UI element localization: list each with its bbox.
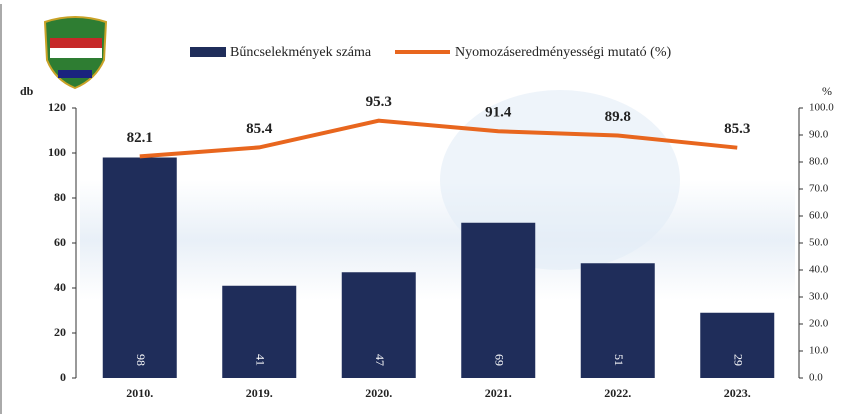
bar: [700, 313, 774, 378]
y2-tick-label: 20.0: [809, 318, 829, 330]
line-value-label: 82.1: [127, 130, 153, 146]
legend-label: Bűncselekmények száma: [230, 45, 372, 60]
x-tick-label: 2023.: [724, 386, 751, 400]
x-tick-label: 2022.: [604, 386, 631, 400]
y2-tick-label: 100.0: [809, 102, 834, 114]
line-value-label: 91.4: [485, 105, 512, 121]
bar-value-label: 98: [134, 354, 148, 366]
frame: [0, 4, 2, 414]
x-tick-label: 2021.: [485, 386, 512, 400]
y-tick-label: 60: [54, 235, 66, 249]
y2-tick-label: 10.0: [809, 345, 829, 357]
y-tick-label: 120: [48, 100, 66, 114]
x-tick-label: 2020.: [365, 386, 392, 400]
y2-tick-label: 80.0: [809, 156, 829, 168]
x-tick-label: 2010.: [126, 386, 153, 400]
y-tick-label: 40: [54, 280, 66, 294]
y2-tick-label: 40.0: [809, 264, 829, 276]
bar-value-label: 47: [373, 354, 387, 366]
line-value-label: 85.3: [724, 121, 750, 137]
y-tick-label: 80: [54, 190, 66, 204]
y-tick-label: 0: [60, 370, 66, 384]
y2-tick-label: 30.0: [809, 291, 829, 303]
x-tick-label: 2019.: [246, 386, 273, 400]
chart: db % 0 20 40 60 80 100 120 0.0 10.0 20.0 30.0 40.0 5…: [0, 0, 851, 418]
y2-tick-label: 50.0: [809, 237, 829, 249]
legend-label: Nyomozáseredményességi mutató (%): [455, 45, 671, 60]
line-value-label: 95.3: [366, 94, 392, 110]
background-band: [80, 180, 795, 300]
bar-value-label: 51: [612, 354, 626, 366]
bar: [103, 158, 177, 379]
line-value-label: 89.8: [605, 109, 631, 125]
y2-tick-label: 60.0: [809, 210, 829, 222]
y-axis-label: db: [20, 84, 34, 98]
y2-tick-label: 0.0: [809, 372, 823, 384]
bar-value-label: 69: [493, 354, 507, 366]
bar-value-label: 29: [732, 354, 746, 366]
legend-swatch: [190, 47, 226, 57]
bar-value-label: 41: [254, 354, 268, 366]
y2-tick-label: 70.0: [809, 183, 829, 195]
y-tick-label: 20: [54, 325, 66, 339]
y2-axis-label: %: [822, 84, 832, 98]
line-value-label: 85.4: [246, 121, 273, 137]
y2-tick-label: 90.0: [809, 129, 829, 141]
y-tick-label: 100: [48, 145, 66, 159]
